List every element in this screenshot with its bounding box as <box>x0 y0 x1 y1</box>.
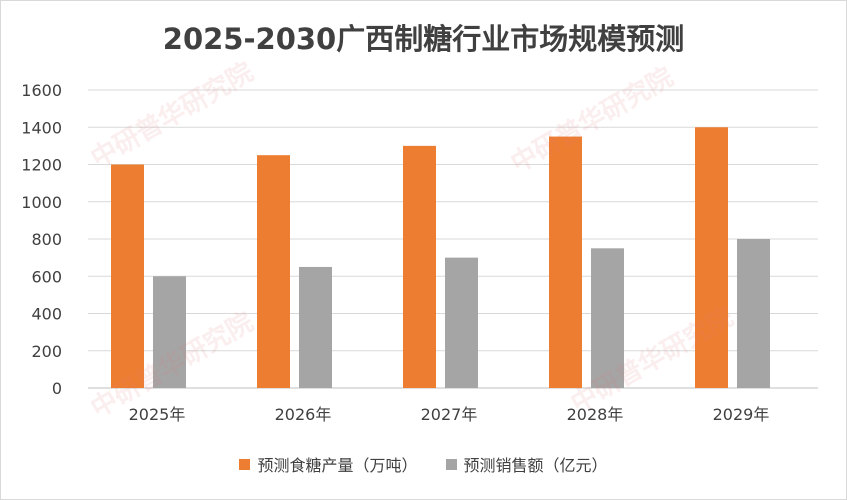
x-tick-label: 2028年 <box>567 405 624 424</box>
legend-label: 预测食糖产量（万吨） <box>257 456 418 475</box>
x-tick-label: 2025年 <box>129 405 186 424</box>
x-tick-label: 2027年 <box>421 405 478 424</box>
bar <box>445 257 478 388</box>
y-tick-label: 1600 <box>21 81 62 100</box>
y-tick-label: 1000 <box>21 193 62 212</box>
x-tick-label: 2029年 <box>713 405 770 424</box>
bar <box>549 136 582 388</box>
legend-swatch <box>239 458 251 470</box>
bar <box>257 155 290 388</box>
y-tick-label: 1200 <box>21 156 62 175</box>
bar <box>111 164 144 388</box>
y-tick-label: 800 <box>31 230 62 249</box>
y-tick-label: 200 <box>31 342 62 361</box>
bar <box>299 266 332 388</box>
legend: 预测食糖产量（万吨） 预测销售额（亿元） <box>0 452 847 476</box>
bar <box>591 248 624 388</box>
bars <box>111 127 770 388</box>
legend-label: 预测销售额（亿元） <box>463 456 608 475</box>
legend-item: 预测食糖产量（万吨） <box>239 452 418 476</box>
bar <box>403 145 436 388</box>
legend-item: 预测销售额（亿元） <box>445 452 608 476</box>
legend-swatch <box>445 458 457 470</box>
y-axis-tick-labels: 0 200 400 600 800 1000 1200 1400 1600 <box>21 81 62 398</box>
y-tick-label: 0 <box>52 379 62 398</box>
bar <box>153 276 186 388</box>
x-tick-label: 2026年 <box>275 405 332 424</box>
x-axis-tick-labels: 2025年 2026年 2027年 2028年 2029年 <box>129 405 770 424</box>
y-tick-label: 1400 <box>21 118 62 137</box>
chart-title: 2025-2030广西制糖行业市场规模预测 <box>162 22 685 56</box>
bar <box>695 127 728 388</box>
y-tick-label: 600 <box>31 267 62 286</box>
y-tick-label: 400 <box>31 305 62 324</box>
bar <box>737 239 770 388</box>
